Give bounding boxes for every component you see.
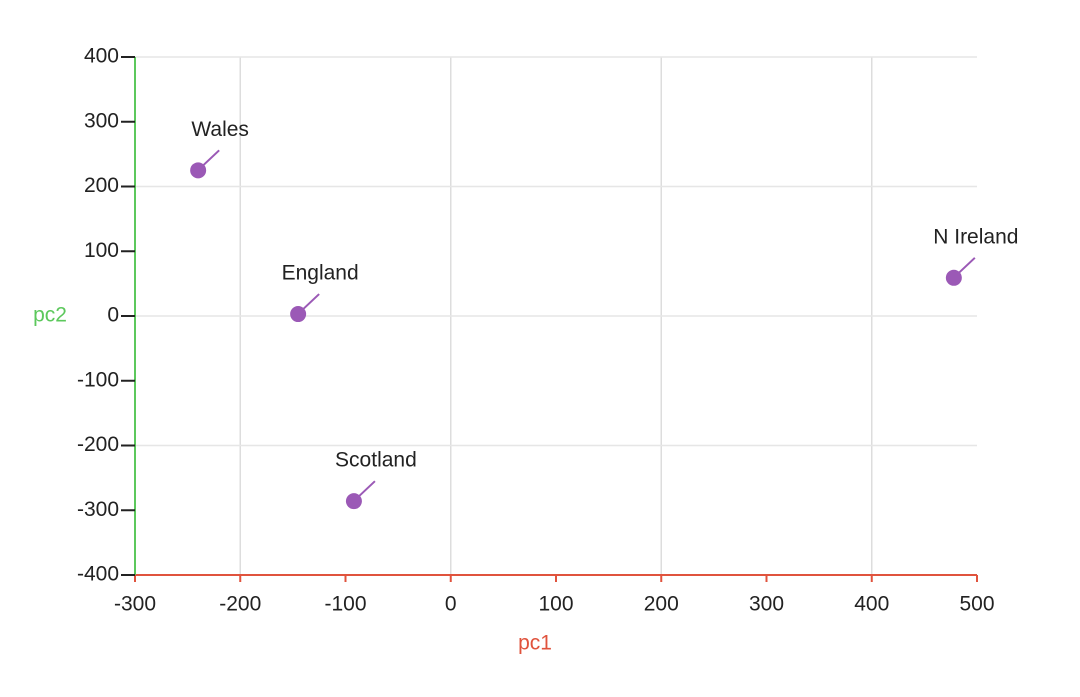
point — [190, 162, 207, 179]
x-tick-label: 100 — [538, 593, 573, 616]
point-label: N Ireland — [933, 225, 1018, 248]
leader-line — [957, 257, 976, 275]
y-axis-label: pc2 — [33, 304, 67, 327]
x-tick-label: 0 — [445, 593, 457, 616]
point — [290, 306, 307, 323]
x-tick-label: 500 — [959, 593, 994, 616]
y-tick-label: 100 — [84, 239, 119, 262]
point — [345, 493, 362, 510]
point — [945, 269, 962, 286]
x-axis-label: pc1 — [518, 632, 552, 655]
point-label: Wales — [191, 118, 249, 141]
y-tick-label: 200 — [84, 174, 119, 197]
y-tick-label: 300 — [84, 109, 119, 132]
y-tick-label: -200 — [77, 433, 119, 456]
leader-line — [357, 480, 376, 498]
x-tick-label: 300 — [749, 593, 784, 616]
x-tick-label: -300 — [114, 593, 156, 616]
x-tick-label: 200 — [644, 593, 679, 616]
x-tick-label: -200 — [219, 593, 261, 616]
y-tick-label: 0 — [107, 304, 119, 327]
y-tick-label: -400 — [77, 563, 119, 586]
y-tick-label: -300 — [77, 498, 119, 521]
point-label: Scotland — [335, 449, 417, 472]
leader-line — [201, 149, 220, 168]
leader-line — [301, 293, 320, 311]
x-tick-label: -100 — [324, 593, 366, 616]
x-tick-label: 400 — [854, 593, 889, 616]
y-tick-label: 400 — [84, 45, 119, 68]
y-tick-label: -100 — [77, 368, 119, 391]
point-label: England — [282, 262, 359, 285]
